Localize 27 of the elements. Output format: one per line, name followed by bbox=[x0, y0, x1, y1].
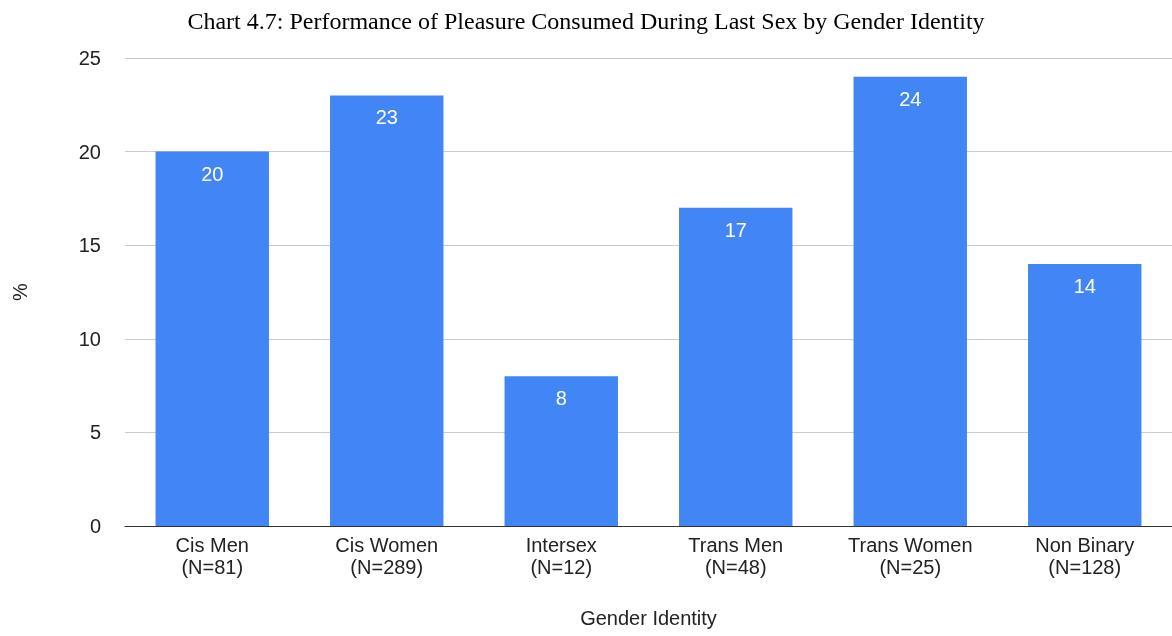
bar bbox=[853, 76, 967, 526]
data-label: 14 bbox=[1073, 274, 1096, 297]
bar bbox=[504, 376, 618, 526]
y-tick-label: 5 bbox=[89, 421, 101, 444]
x-tick-label: Intersex (N=12) bbox=[525, 534, 597, 578]
y-tick-label: 20 bbox=[78, 140, 101, 163]
bar bbox=[679, 207, 793, 526]
data-label: 23 bbox=[375, 106, 398, 129]
x-tick-label: Trans Women (N=25) bbox=[848, 534, 973, 578]
data-label: 24 bbox=[899, 87, 922, 110]
x-axis-title: Gender Identity bbox=[580, 607, 717, 629]
bar bbox=[155, 151, 269, 526]
data-label: 8 bbox=[555, 387, 567, 410]
bar bbox=[330, 95, 444, 526]
y-tick-label: 15 bbox=[78, 234, 101, 257]
y-tick-label: 0 bbox=[89, 515, 101, 537]
data-label: 17 bbox=[724, 218, 747, 241]
x-tick-label: Non Binary (N=128) bbox=[1035, 534, 1135, 578]
x-tick-label: Cis Men (N=81) bbox=[175, 534, 249, 578]
y-axis-title: % bbox=[9, 282, 31, 301]
y-tick-label: 25 bbox=[78, 47, 101, 69]
chart-title: Chart 4.7: Performance of Pleasure Consumed During Last Sex by Gender Identity bbox=[187, 8, 985, 34]
x-tick-label: Cis Women (N=289) bbox=[335, 534, 439, 578]
bar bbox=[1028, 263, 1142, 526]
data-label: 20 bbox=[201, 162, 224, 185]
y-tick-label: 10 bbox=[78, 327, 101, 350]
x-tick-label: Trans Men (N=48) bbox=[688, 534, 784, 578]
